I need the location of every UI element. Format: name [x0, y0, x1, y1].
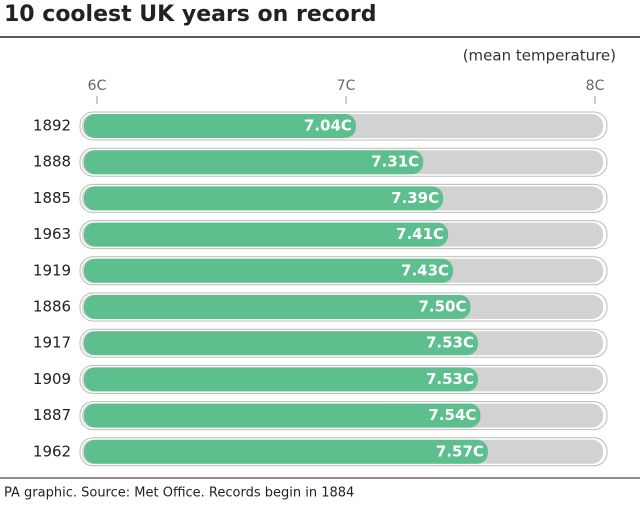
y-tick-label: 1919	[33, 261, 71, 279]
bar	[84, 439, 488, 464]
x-tick-label: 6C	[88, 78, 107, 94]
y-tick-label: 1962	[33, 442, 71, 460]
value-label: 7.43C	[401, 261, 449, 279]
y-tick-label: 1885	[33, 189, 71, 207]
value-label: 7.54C	[428, 406, 476, 424]
subtitle: (mean temperature)	[463, 47, 616, 65]
value-label: 7.39C	[391, 189, 439, 207]
value-label: 7.31C	[371, 153, 419, 171]
chart-title: 10 coolest UK years on record	[4, 2, 377, 27]
bar	[84, 403, 481, 428]
y-tick-label: 1892	[33, 117, 71, 135]
value-label: 7.57C	[436, 442, 484, 460]
y-tick-label: 1888	[33, 153, 71, 171]
y-tick-label: 1917	[33, 334, 71, 352]
bar	[84, 258, 454, 283]
y-tick-label: 1909	[33, 370, 71, 388]
value-label: 7.53C	[426, 334, 474, 352]
bar	[84, 150, 424, 175]
value-label: 7.53C	[426, 370, 474, 388]
value-label: 7.50C	[418, 298, 466, 316]
bar	[84, 331, 478, 356]
y-tick-label: 1963	[33, 225, 71, 243]
x-tick-label: 7C	[337, 78, 356, 94]
bar	[84, 222, 449, 247]
value-label: 7.04C	[304, 117, 352, 135]
value-label: 7.41C	[396, 225, 444, 243]
bar	[84, 114, 356, 138]
y-tick-label: 1887	[33, 406, 71, 424]
bar	[84, 186, 444, 211]
y-tick-label: 1886	[33, 298, 71, 316]
bar	[84, 367, 478, 392]
x-tick-label: 8C	[586, 78, 605, 94]
footer: PA graphic. Source: Met Office. Records …	[4, 486, 354, 501]
bar	[84, 295, 471, 319]
